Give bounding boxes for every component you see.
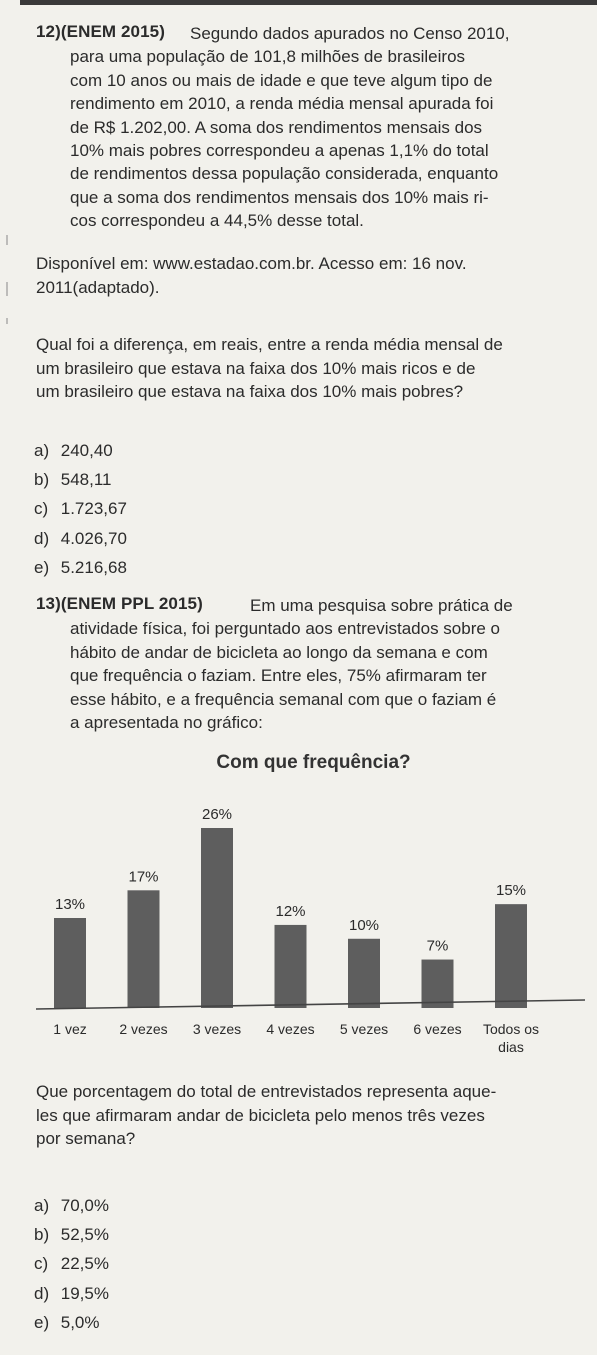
option-letter: c) xyxy=(34,1254,49,1274)
option-text: 1.723,67 xyxy=(60,499,127,519)
q12-number: 12)(ENEM 2015) xyxy=(36,22,165,42)
bar-chart: 13% 1 vez 17% 2 vezes 26% 3 vezes 12% 4 vezes 10… xyxy=(35,806,586,1055)
q12-line-7: que a soma dos rendimentos mensais dos 1… xyxy=(70,187,489,207)
bar-4 xyxy=(274,924,307,1008)
q12-text: Segundo dados apurados no Censo 2010, pa… xyxy=(70,22,575,233)
bar-3 xyxy=(201,828,233,1008)
q12-line-1: para uma população de 101,8 milhões de b… xyxy=(70,47,466,67)
q12-line-6: de rendimentos dessa população considera… xyxy=(70,164,499,184)
q13-text: Em uma pesquisa sobre prática de ativida… xyxy=(70,594,575,734)
bar-1 xyxy=(54,918,86,1008)
bar-value-label: 26% xyxy=(202,806,232,823)
q12-line-0: Segundo dados apurados no Censo 2010, xyxy=(190,24,510,43)
option-letter: a) xyxy=(34,441,50,460)
q12-options: a) 240,40 b) 548,11 c) 1.723,67 d) 4.026… xyxy=(34,436,127,582)
q12-question-line-1: um brasileiro que estava na faixa dos 10… xyxy=(36,358,476,378)
q13-line-2: hábito de andar de bicicleta ao longo da… xyxy=(70,642,488,662)
binding-mark xyxy=(6,318,8,324)
q12-question: Qual foi a diferença, em reais, entre a … xyxy=(36,333,503,404)
option-letter: b) xyxy=(34,1225,50,1245)
x-tick-label: 5 vezes xyxy=(340,1021,388,1037)
q13-line-1: atividade física, foi perguntado aos ent… xyxy=(70,619,500,639)
q12-source: Disponível em: www.estadao.com.br. Acess… xyxy=(36,252,467,300)
option-text: 70,0% xyxy=(60,1196,109,1215)
q13-question-line-1: les que afirmaram andar de bicicleta pel… xyxy=(36,1105,485,1125)
bar-value-label: 13% xyxy=(55,896,85,913)
q12-option-a[interactable]: a) 240,40 xyxy=(34,436,127,465)
q12-option-b[interactable]: b) 548,11 xyxy=(34,465,127,494)
q12-option-e[interactable]: e) 5.216,68 xyxy=(34,553,127,582)
x-tick-label: 3 vezes xyxy=(193,1021,241,1037)
bar-2 xyxy=(127,890,160,1008)
q13-number-label: 13) xyxy=(36,594,61,613)
option-letter: e) xyxy=(34,557,50,577)
bar-7 xyxy=(495,904,527,1008)
bar-value-label: 10% xyxy=(349,917,379,934)
option-letter: d) xyxy=(34,528,50,548)
q12-source-line-1: 2011(adaptado). xyxy=(36,278,160,297)
q13-question: Que porcentagem do total de entrevistado… xyxy=(36,1080,496,1151)
x-tick-label: dias xyxy=(498,1039,524,1055)
q13-line-0: Em uma pesquisa sobre prática de xyxy=(250,596,513,615)
option-letter: b) xyxy=(34,470,50,490)
q12-line-2: com 10 anos ou mais de idade e que teve … xyxy=(70,70,493,90)
q13-option-e[interactable]: e) 5,0% xyxy=(34,1308,109,1337)
x-axis-line xyxy=(35,999,586,1010)
bar-value-label: 17% xyxy=(128,868,158,885)
q12-option-c[interactable]: c) 1.723,67 xyxy=(34,494,127,523)
q12-source-header: (ENEM 2015) xyxy=(60,22,165,41)
option-text: 240,40 xyxy=(60,441,113,460)
q13-line-5: a apresentada no gráfico: xyxy=(70,713,263,733)
q13-option-c[interactable]: c) 22,5% xyxy=(34,1249,109,1278)
option-text: 19,5% xyxy=(60,1283,109,1303)
q13-source-header: (ENEM PPL 2015) xyxy=(60,594,203,613)
q12-line-5: 10% mais pobres correspondeu a apenas 1,… xyxy=(70,141,489,161)
q13-option-d[interactable]: d) 19,5% xyxy=(34,1279,109,1308)
q12-option-d[interactable]: d) 4.026,70 xyxy=(34,524,127,553)
q13-line-3: que frequência o faziam. Entre eles, 75%… xyxy=(70,666,487,686)
binding-mark xyxy=(6,282,8,296)
chart-title: Com que frequência? xyxy=(216,752,411,773)
q13-option-b[interactable]: b) 52,5% xyxy=(34,1220,109,1249)
q12-number-label: 12) xyxy=(36,22,61,41)
bar-5 xyxy=(348,938,380,1008)
bar-value-label: 7% xyxy=(427,938,449,955)
x-tick-label: 1 vez xyxy=(53,1021,86,1037)
option-text: 5,0% xyxy=(60,1312,100,1332)
option-text: 52,5% xyxy=(60,1225,109,1245)
x-tick-label: 4 vezes xyxy=(266,1021,314,1037)
q13-question-line-2: por semana? xyxy=(36,1129,136,1148)
bar-6 xyxy=(421,959,454,1008)
q12-line-3: rendimento em 2010, a renda média mensal… xyxy=(70,94,494,114)
q13-number: 13)(ENEM PPL 2015) xyxy=(36,594,203,614)
option-letter: e) xyxy=(34,1312,50,1332)
bar-value-label: 12% xyxy=(275,903,305,920)
q13-option-a[interactable]: a) 70,0% xyxy=(34,1191,109,1220)
x-tick-label: 6 vezes xyxy=(413,1021,461,1037)
q12-question-line-2: um brasileiro que estava na faixa dos 10… xyxy=(36,382,464,401)
q13-question-line-0: Que porcentagem do total de entrevistado… xyxy=(36,1082,497,1101)
q12-line-8: cos correspondeu a 44,5% desse total. xyxy=(70,211,364,231)
option-letter: a) xyxy=(34,1196,50,1215)
binding-mark xyxy=(6,235,8,245)
x-tick-label: Todos os xyxy=(483,1021,539,1037)
top-rule xyxy=(20,0,597,5)
q13-options: a) 70,0% b) 52,5% c) 22,5% d) 19,5% e) 5… xyxy=(34,1191,109,1337)
q12-line-4: de R$ 1.202,00. A soma dos rendimentos m… xyxy=(70,117,483,137)
option-text: 5.216,68 xyxy=(60,557,127,577)
option-letter: c) xyxy=(34,499,49,519)
option-text: 548,11 xyxy=(60,470,112,490)
x-tick-label: 2 vezes xyxy=(119,1021,167,1037)
option-text: 4.026,70 xyxy=(60,528,127,548)
option-letter: d) xyxy=(34,1283,50,1303)
option-text: 22,5% xyxy=(60,1254,109,1274)
bar-value-label: 15% xyxy=(496,882,526,899)
q13-line-4: esse hábito, e a frequência semanal com … xyxy=(70,689,497,709)
q12-question-line-0: Qual foi a diferença, em reais, entre a … xyxy=(36,335,503,354)
q12-source-line-0: Disponível em: www.estadao.com.br. Acess… xyxy=(36,254,467,273)
